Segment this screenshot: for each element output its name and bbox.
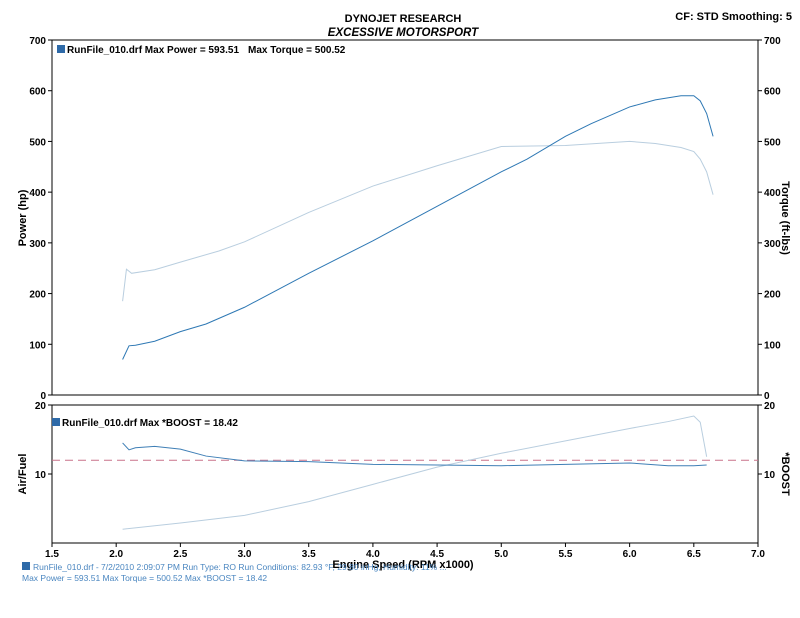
boost-tick-label: 10 xyxy=(764,470,776,481)
torque-legend-label: Max Torque = 500.52 xyxy=(248,45,346,56)
rpm-tick-label: 2.0 xyxy=(109,549,123,560)
rpm-tick-label: 7.0 xyxy=(751,549,765,560)
shop-subtitle: EXCESSIVE MOTORSPORT xyxy=(328,27,479,39)
rpm-axis-title: Engine Speed (RPM x1000) xyxy=(332,559,474,571)
boost-axis-title: *BOOST xyxy=(779,452,791,496)
footer-run-icon xyxy=(22,562,30,570)
power-tick-label: 200 xyxy=(29,290,46,301)
rpm-tick-label: 3.5 xyxy=(302,549,316,560)
power-legend-icon xyxy=(57,45,65,53)
airfuel-boost-panel: 10 20 10 20 1.5 2.0 2.5 3.0 3.5 4.0 4.5 5.0 5.5 6.0… xyxy=(17,401,791,571)
torque-axis-title: Torque (ft-lbs) xyxy=(779,181,791,255)
torque-axis-ticks: 0 100 200 300 400 500 600 700 xyxy=(758,36,781,402)
airfuel-axis-title: Air/Fuel xyxy=(17,454,29,495)
torque-tick-label: 500 xyxy=(764,137,781,148)
power-line xyxy=(122,95,714,360)
power-tick-label: 100 xyxy=(29,340,46,351)
torque-line xyxy=(122,140,714,302)
torque-tick-label: 400 xyxy=(764,188,781,199)
power-tick-label: 300 xyxy=(29,239,46,250)
footer-max-values: Max Power = 593.51 Max Torque = 500.52 M… xyxy=(22,573,267,583)
boost-tick-label: 20 xyxy=(764,401,776,412)
airfuel-line xyxy=(122,442,707,467)
boost-legend-icon xyxy=(52,418,60,426)
power-axis-title: Power (hp) xyxy=(17,189,29,246)
rpm-tick-label: 5.0 xyxy=(494,549,508,560)
power-axis-ticks: 0 100 200 300 400 500 600 700 xyxy=(29,36,52,402)
company-title: DYNOJET RESEARCH xyxy=(345,13,462,25)
power-tick-label: 600 xyxy=(29,87,46,98)
rpm-axis-ticks: 1.5 2.0 2.5 3.0 3.5 4.0 4.5 5.0 5.5 6.0 6.5 7.0 xyxy=(45,543,765,560)
rpm-tick-label: 6.5 xyxy=(687,549,701,560)
footer-run-info: RunFile_010.drf - 7/2/2010 2:09:07 PM Ru… xyxy=(33,562,447,572)
power-torque-series xyxy=(122,95,714,360)
boost-line xyxy=(122,415,708,530)
rpm-tick-label: 6.0 xyxy=(623,549,637,560)
power-tick-label: 500 xyxy=(29,137,46,148)
power-tick-label: 0 xyxy=(40,391,46,402)
power-panel-frame xyxy=(51,39,759,396)
airfuel-axis-ticks: 10 20 xyxy=(35,401,52,481)
power-tick-label: 700 xyxy=(29,36,46,47)
airfuel-tick-label: 10 xyxy=(35,470,47,481)
boost-axis-ticks: 10 20 xyxy=(758,401,776,481)
rpm-tick-label: 5.5 xyxy=(559,549,573,560)
rpm-tick-label: 2.5 xyxy=(173,549,187,560)
power-legend-label: RunFile_010.drf Max Power = 593.51 xyxy=(67,45,239,56)
torque-tick-label: 700 xyxy=(764,36,781,47)
airfuel-tick-label: 20 xyxy=(35,401,47,412)
torque-tick-label: 0 xyxy=(764,391,770,402)
rpm-tick-label: 4.5 xyxy=(430,549,444,560)
boost-legend-label: RunFile_010.drf Max *BOOST = 18.42 xyxy=(62,418,238,429)
airfuel-boost-series xyxy=(122,415,708,530)
torque-tick-label: 600 xyxy=(764,87,781,98)
rpm-tick-label: 1.5 xyxy=(45,549,59,560)
torque-tick-label: 100 xyxy=(764,340,781,351)
power-torque-panel: 0 100 200 300 400 500 600 700 0 100 200 300 400 500 6… xyxy=(17,36,791,402)
settings-label: CF: STD Smoothing: 5 xyxy=(675,11,792,23)
torque-tick-label: 300 xyxy=(764,239,781,250)
rpm-tick-label: 4.0 xyxy=(366,549,380,560)
torque-tick-label: 200 xyxy=(764,290,781,301)
rpm-tick-label: 3.0 xyxy=(238,549,252,560)
power-tick-label: 400 xyxy=(29,188,46,199)
